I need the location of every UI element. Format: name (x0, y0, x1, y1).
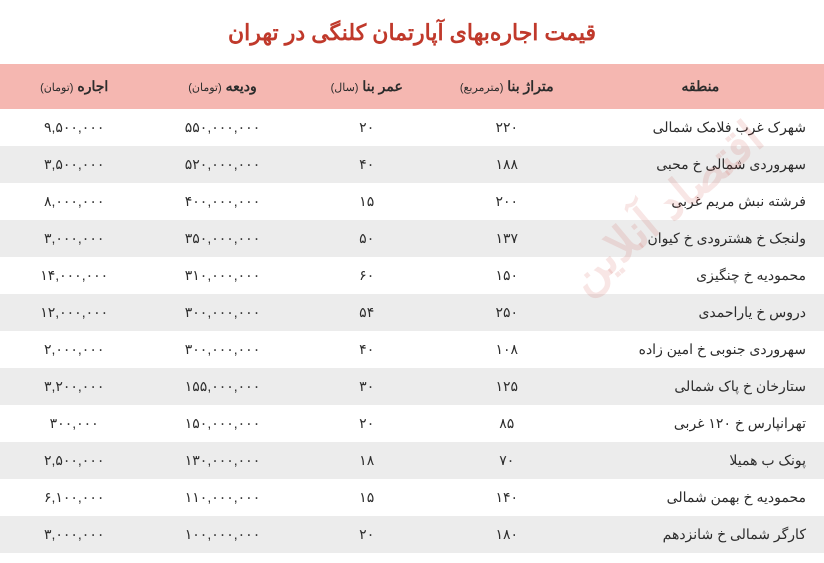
cell-region: سهروردی جنوبی خ امین زاده (577, 331, 824, 368)
col-deposit: ودیعه (تومان) (148, 64, 296, 109)
cell-age: ۴۰ (297, 146, 437, 183)
cell-age: ۱۵ (297, 479, 437, 516)
cell-deposit: ۳۵۰,۰۰۰,۰۰۰ (148, 220, 296, 257)
cell-rent: ۳,۲۰۰,۰۰۰ (0, 368, 148, 405)
col-deposit-unit: (تومان) (188, 82, 221, 94)
cell-deposit: ۱۵۵,۰۰۰,۰۰۰ (148, 368, 296, 405)
price-table: منطقه متراژ بنا (مترمربع) عمر بنا (سال) … (0, 64, 824, 553)
cell-age: ۵۰ (297, 220, 437, 257)
cell-age: ۲۰ (297, 405, 437, 442)
cell-region: سهروردی شمالی خ محبی (577, 146, 824, 183)
cell-area: ۲۲۰ (437, 109, 577, 146)
cell-deposit: ۱۰۰,۰۰۰,۰۰۰ (148, 516, 296, 553)
cell-deposit: ۳۰۰,۰۰۰,۰۰۰ (148, 294, 296, 331)
col-rent: اجاره (تومان) (0, 64, 148, 109)
table-row: ستارخان خ پاک شمالی۱۲۵۳۰۱۵۵,۰۰۰,۰۰۰۳,۲۰۰… (0, 368, 824, 405)
table-row: تهرانپارس خ ۱۲۰ غربی۸۵۲۰۱۵۰,۰۰۰,۰۰۰۳۰۰,۰… (0, 405, 824, 442)
table-body: شهرک غرب فلامک شمالی۲۲۰۲۰۵۵۰,۰۰۰,۰۰۰۹,۵۰… (0, 109, 824, 553)
cell-rent: ۳,۵۰۰,۰۰۰ (0, 146, 148, 183)
cell-area: ۱۸۰ (437, 516, 577, 553)
col-area-unit: (مترمربع) (460, 82, 503, 94)
col-age: عمر بنا (سال) (297, 64, 437, 109)
cell-rent: ۲,۰۰۰,۰۰۰ (0, 331, 148, 368)
cell-age: ۱۵ (297, 183, 437, 220)
table-row: محمودیه خ چنگیزی۱۵۰۶۰۳۱۰,۰۰۰,۰۰۰۱۴,۰۰۰,۰… (0, 257, 824, 294)
cell-area: ۱۲۵ (437, 368, 577, 405)
table-row: محمودیه خ بهمن شمالی۱۴۰۱۵۱۱۰,۰۰۰,۰۰۰۶,۱۰… (0, 479, 824, 516)
table-row: ولنجک خ هشترودی خ کیوان۱۳۷۵۰۳۵۰,۰۰۰,۰۰۰۳… (0, 220, 824, 257)
col-region-label: منطقه (682, 78, 720, 94)
cell-age: ۱۸ (297, 442, 437, 479)
col-area: متراژ بنا (مترمربع) (437, 64, 577, 109)
col-region: منطقه (577, 64, 824, 109)
col-rent-label: اجاره (77, 78, 108, 94)
cell-area: ۱۸۸ (437, 146, 577, 183)
cell-age: ۶۰ (297, 257, 437, 294)
cell-area: ۱۰۸ (437, 331, 577, 368)
table-row: دروس خ یاراحمدی۲۵۰۵۴۳۰۰,۰۰۰,۰۰۰۱۲,۰۰۰,۰۰… (0, 294, 824, 331)
cell-region: دروس خ یاراحمدی (577, 294, 824, 331)
cell-area: ۷۰ (437, 442, 577, 479)
cell-area: ۱۴۰ (437, 479, 577, 516)
col-age-unit: (سال) (331, 82, 359, 94)
col-deposit-label: ودیعه (226, 78, 257, 94)
cell-deposit: ۱۱۰,۰۰۰,۰۰۰ (148, 479, 296, 516)
cell-rent: ۹,۵۰۰,۰۰۰ (0, 109, 148, 146)
cell-rent: ۳,۰۰۰,۰۰۰ (0, 516, 148, 553)
cell-area: ۸۵ (437, 405, 577, 442)
cell-area: ۲۵۰ (437, 294, 577, 331)
cell-age: ۲۰ (297, 516, 437, 553)
cell-deposit: ۴۰۰,۰۰۰,۰۰۰ (148, 183, 296, 220)
cell-rent: ۲,۵۰۰,۰۰۰ (0, 442, 148, 479)
cell-rent: ۳,۰۰۰,۰۰۰ (0, 220, 148, 257)
cell-region: شهرک غرب فلامک شمالی (577, 109, 824, 146)
col-age-label: عمر بنا (362, 78, 402, 94)
cell-region: کارگر شمالی خ شانزدهم (577, 516, 824, 553)
cell-rent: ۸,۰۰۰,۰۰۰ (0, 183, 148, 220)
cell-age: ۳۰ (297, 368, 437, 405)
col-rent-unit: (تومان) (40, 82, 73, 94)
cell-deposit: ۳۱۰,۰۰۰,۰۰۰ (148, 257, 296, 294)
cell-deposit: ۱۵۰,۰۰۰,۰۰۰ (148, 405, 296, 442)
cell-deposit: ۵۲۰,۰۰۰,۰۰۰ (148, 146, 296, 183)
cell-deposit: ۱۳۰,۰۰۰,۰۰۰ (148, 442, 296, 479)
col-area-label: متراژ بنا (507, 78, 553, 94)
cell-area: ۱۵۰ (437, 257, 577, 294)
cell-rent: ۶,۱۰۰,۰۰۰ (0, 479, 148, 516)
table-row: پونک ب همیلا۷۰۱۸۱۳۰,۰۰۰,۰۰۰۲,۵۰۰,۰۰۰ (0, 442, 824, 479)
cell-area: ۱۳۷ (437, 220, 577, 257)
cell-region: پونک ب همیلا (577, 442, 824, 479)
cell-region: ولنجک خ هشترودی خ کیوان (577, 220, 824, 257)
cell-region: تهرانپارس خ ۱۲۰ غربی (577, 405, 824, 442)
cell-rent: ۳۰۰,۰۰۰ (0, 405, 148, 442)
table-header: منطقه متراژ بنا (مترمربع) عمر بنا (سال) … (0, 64, 824, 109)
cell-region: محمودیه خ چنگیزی (577, 257, 824, 294)
cell-age: ۵۴ (297, 294, 437, 331)
cell-age: ۴۰ (297, 331, 437, 368)
table-row: سهروردی جنوبی خ امین زاده۱۰۸۴۰۳۰۰,۰۰۰,۰۰… (0, 331, 824, 368)
cell-region: ستارخان خ پاک شمالی (577, 368, 824, 405)
price-table-container: قیمت اجاره‌بهای آپارتمان کلنگی در تهران … (0, 0, 824, 553)
cell-region: فرشته نبش مریم غربی (577, 183, 824, 220)
cell-area: ۲۰۰ (437, 183, 577, 220)
table-row: شهرک غرب فلامک شمالی۲۲۰۲۰۵۵۰,۰۰۰,۰۰۰۹,۵۰… (0, 109, 824, 146)
cell-deposit: ۵۵۰,۰۰۰,۰۰۰ (148, 109, 296, 146)
cell-rent: ۱۲,۰۰۰,۰۰۰ (0, 294, 148, 331)
cell-rent: ۱۴,۰۰۰,۰۰۰ (0, 257, 148, 294)
cell-deposit: ۳۰۰,۰۰۰,۰۰۰ (148, 331, 296, 368)
table-row: کارگر شمالی خ شانزدهم۱۸۰۲۰۱۰۰,۰۰۰,۰۰۰۳,۰… (0, 516, 824, 553)
cell-age: ۲۰ (297, 109, 437, 146)
table-row: فرشته نبش مریم غربی۲۰۰۱۵۴۰۰,۰۰۰,۰۰۰۸,۰۰۰… (0, 183, 824, 220)
page-title: قیمت اجاره‌بهای آپارتمان کلنگی در تهران (0, 0, 824, 64)
table-row: سهروردی شمالی خ محبی۱۸۸۴۰۵۲۰,۰۰۰,۰۰۰۳,۵۰… (0, 146, 824, 183)
cell-region: محمودیه خ بهمن شمالی (577, 479, 824, 516)
